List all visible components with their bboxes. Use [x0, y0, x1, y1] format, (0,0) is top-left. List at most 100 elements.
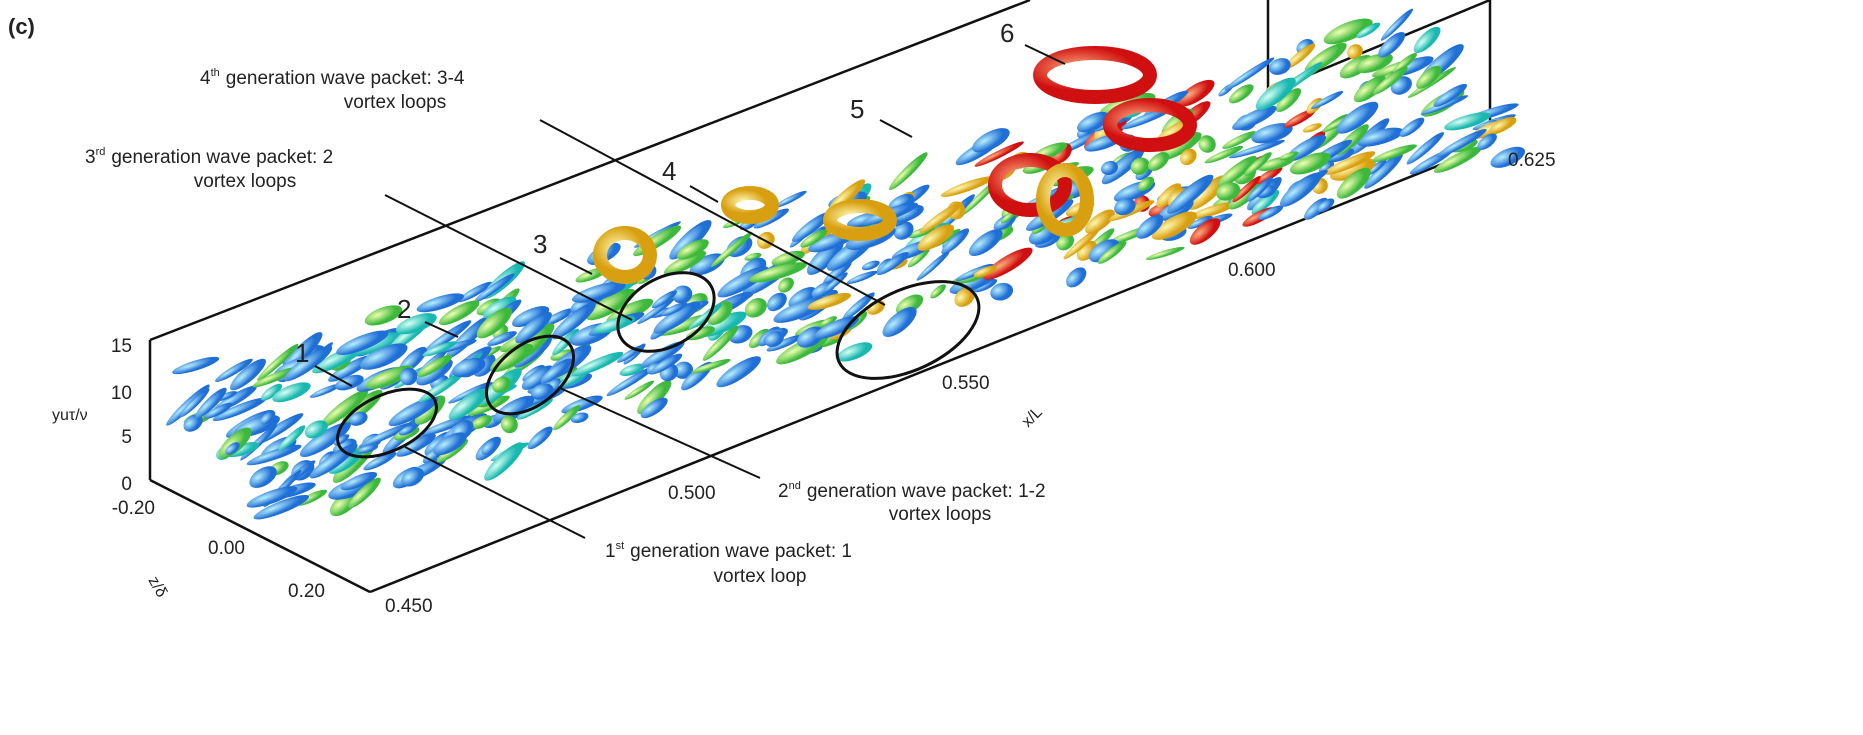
vortex-blob	[212, 397, 267, 422]
vortex-blob	[481, 438, 499, 456]
vortex-loop	[988, 153, 1072, 217]
vortex-blob	[619, 363, 646, 376]
vortex-blob	[661, 302, 688, 317]
vortex-blob	[806, 239, 844, 275]
vortex-blob	[836, 342, 873, 362]
vortex-blob	[1097, 241, 1127, 264]
vortex-blob	[930, 284, 946, 299]
vortex-blob	[663, 250, 707, 276]
vortex-blob	[1323, 18, 1373, 45]
annotation-line: 3rd generation wave packet: 2	[85, 146, 333, 168]
vortex-blob	[1232, 105, 1277, 131]
x-tick-label: 0.550	[942, 373, 990, 394]
vortex-blob	[954, 287, 975, 307]
vortex-blob	[917, 224, 955, 251]
vortex-blob	[1336, 167, 1371, 199]
vortex-blob	[550, 349, 575, 361]
vortex-blob	[1406, 132, 1444, 165]
vortex-blob	[422, 320, 472, 355]
vortex-blob	[183, 414, 203, 432]
vortex-blob	[771, 250, 805, 266]
vortex-blob	[358, 422, 414, 448]
vortex-blob	[1156, 183, 1182, 208]
y-tick-label: 15	[111, 336, 132, 357]
vortex-blob	[585, 288, 636, 321]
vortex-blob	[1228, 182, 1261, 210]
vortex-blob	[640, 397, 668, 419]
vortex-blob	[414, 395, 446, 425]
z-tick-label: 0.00	[208, 538, 245, 559]
vortex-blob	[691, 358, 731, 374]
vortex-blob	[1489, 116, 1517, 134]
vortex-blob	[882, 307, 917, 337]
vortex-blob	[570, 412, 589, 424]
panel-label: (c)	[8, 14, 35, 39]
vortex-blob	[1420, 95, 1469, 115]
vortex-blob	[363, 451, 397, 471]
vortex-blob	[433, 432, 467, 456]
vortex-blob	[941, 228, 970, 255]
vortex-blob	[766, 292, 787, 312]
vortex-blob	[320, 389, 369, 428]
vortex-blob	[1255, 166, 1283, 185]
vortex-blob	[517, 398, 553, 420]
vortex-blob	[493, 395, 535, 423]
vortex-blob	[1392, 52, 1417, 74]
vortex-blob	[1258, 205, 1284, 220]
vortex-blob	[1130, 157, 1150, 175]
z-axis: -0.20 0.00 0.20 z/δ	[112, 498, 325, 602]
vortex-blob	[1268, 58, 1291, 75]
annotation: 3rd generation wave packet: 2 vortex loop…	[85, 146, 333, 192]
vortex-blob	[744, 252, 762, 261]
vortex-blob	[973, 265, 997, 278]
structure-label: 2	[397, 294, 411, 324]
vortex-blob	[246, 486, 298, 508]
vortex-blob	[1324, 151, 1376, 175]
vortex-blob	[1355, 53, 1393, 74]
vortex-blob	[968, 229, 1003, 257]
vortex-blob	[1088, 239, 1120, 263]
vortex-blob	[1148, 152, 1170, 171]
vortex-blob	[172, 356, 220, 375]
axis-label: z/δ	[145, 574, 170, 601]
vortex-blob	[707, 301, 733, 325]
vortex-blob	[893, 221, 914, 240]
vortex-blob	[907, 247, 931, 268]
vortex-blob	[791, 212, 831, 242]
vortex-blob	[593, 315, 636, 334]
vortex-blob	[973, 278, 998, 293]
vortex-blob	[1284, 109, 1316, 128]
vortex-blob	[416, 293, 464, 313]
vortex-blob	[688, 303, 723, 330]
vortex-blob	[814, 316, 859, 339]
axis-label: yuτ/ν	[52, 407, 88, 424]
vortex-blob	[551, 302, 596, 340]
vortex-blob	[823, 261, 852, 285]
vortex-blob	[500, 415, 518, 434]
vortex-blob	[788, 287, 817, 308]
vortex-blob	[1066, 267, 1087, 288]
annotation-line: 4th generation wave packet: 3-4	[200, 67, 465, 89]
vortex-blob	[553, 405, 581, 431]
vortex-loop	[1036, 163, 1094, 237]
vortex-blob	[1101, 148, 1145, 185]
vortex-blob	[357, 444, 379, 454]
vortex-blob	[471, 415, 493, 429]
vortex-blob	[889, 152, 928, 191]
vortex-structures	[166, 8, 1526, 520]
z-tick-label: 0.20	[288, 581, 325, 602]
vortex-blob	[225, 442, 240, 455]
vortex-blob	[669, 219, 712, 260]
vortex-blob	[1114, 198, 1136, 216]
vortex-blob	[492, 376, 511, 393]
vortex-blob	[1229, 84, 1254, 104]
vortex-blob	[672, 285, 693, 304]
vortex-blob	[1373, 66, 1408, 95]
structure-label: 4	[662, 156, 676, 186]
vortex-blob	[1399, 117, 1425, 137]
vortex-loop	[1033, 46, 1157, 104]
wave-packet-ellipses	[336, 271, 981, 459]
vortex-blob	[487, 331, 517, 347]
axis-label: x/L	[1019, 404, 1046, 431]
vortex-blob	[940, 176, 994, 197]
